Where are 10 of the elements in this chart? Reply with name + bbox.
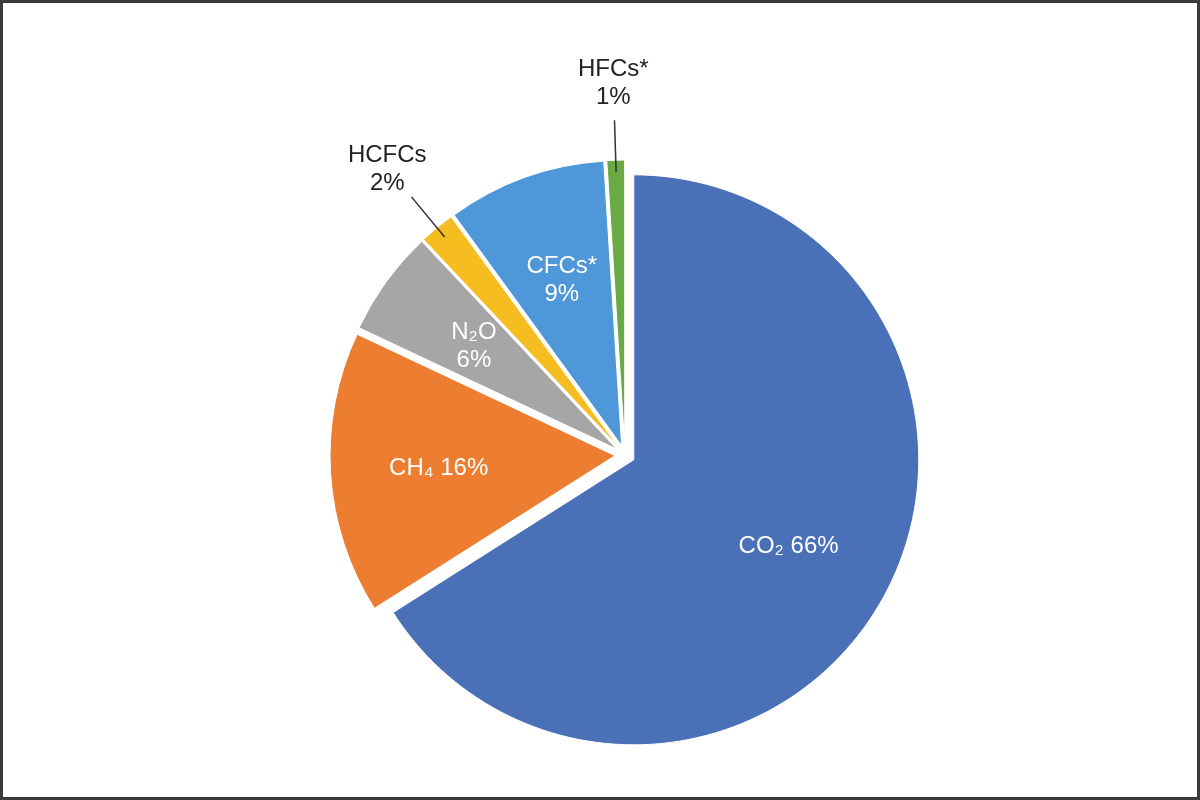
data-label: 1% bbox=[595, 82, 631, 110]
data-label: 9% bbox=[544, 279, 580, 307]
slice-label: CFCs* bbox=[526, 251, 598, 279]
slice-label: HFCs* bbox=[577, 54, 649, 82]
slice-label: N₂O bbox=[451, 317, 497, 345]
slice-label: CH₄ 16% bbox=[389, 452, 489, 480]
slice-label: CO₂ 66% bbox=[738, 530, 839, 558]
data-label: 6% bbox=[456, 345, 492, 373]
data-label: 2% bbox=[369, 167, 405, 195]
slice-label: HCFCs bbox=[347, 139, 427, 167]
